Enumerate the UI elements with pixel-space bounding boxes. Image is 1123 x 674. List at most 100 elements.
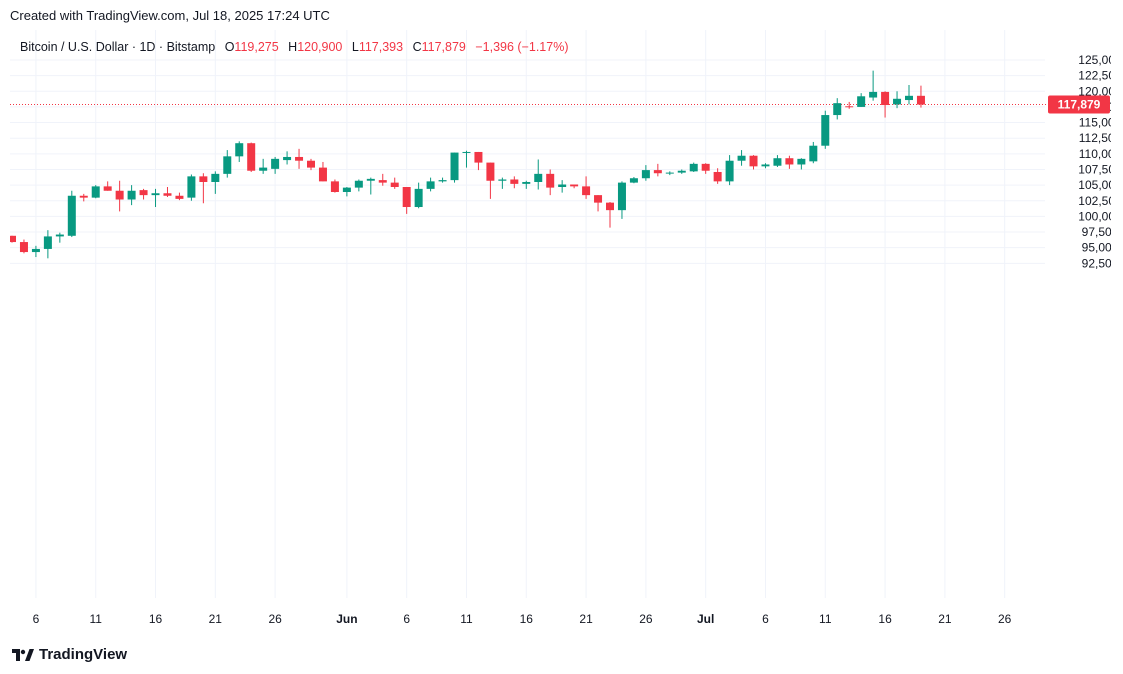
plot-background <box>10 30 1111 634</box>
candle-body <box>55 234 64 237</box>
candle-body <box>235 143 244 157</box>
candle <box>510 176 519 189</box>
candlestick-chart[interactable]: 125,000122,500120,000117,500115,000112,5… <box>10 30 1111 634</box>
time-tick-label: 6 <box>762 612 769 626</box>
candle-body <box>330 181 339 193</box>
change-value: −1,396 (−1.17%) <box>475 40 569 54</box>
candle-body <box>881 91 890 106</box>
last-price-tag-label: 117,879 <box>1058 98 1101 112</box>
time-tick-label: Jun <box>336 612 357 626</box>
candle-body <box>629 178 638 183</box>
candle-body <box>175 195 184 199</box>
price-tick-label: 92,500 <box>1082 256 1111 270</box>
open-value: 119,275 <box>234 40 279 54</box>
candle <box>534 159 543 190</box>
time-tick-label: 21 <box>938 612 952 626</box>
candle-body <box>725 160 734 182</box>
candle <box>725 155 734 186</box>
tradingview-logo[interactable]: TradingView <box>12 646 127 663</box>
candle <box>701 163 710 174</box>
price-tick-label: 112,500 <box>1079 131 1111 145</box>
candle-body <box>689 163 698 172</box>
candle-body <box>438 180 447 182</box>
candle-body <box>187 176 196 198</box>
candle-body <box>163 193 172 196</box>
candle <box>558 180 567 193</box>
candle <box>641 165 650 181</box>
last-price-tag <box>1048 95 1110 114</box>
candle <box>271 156 280 174</box>
candle <box>606 202 614 228</box>
candle-body <box>701 163 710 171</box>
candle <box>845 101 854 109</box>
low-label: L <box>351 40 359 54</box>
time-tick-label: 6 <box>33 612 40 626</box>
candle <box>438 177 447 183</box>
candle <box>797 158 806 170</box>
candle <box>881 91 890 118</box>
candle <box>91 185 100 199</box>
candle-body <box>414 188 423 208</box>
candle-body <box>558 184 567 187</box>
candle-body <box>606 202 614 211</box>
time-tick-label: 16 <box>149 612 163 626</box>
candle <box>175 192 184 201</box>
candle-body <box>821 115 830 146</box>
candle <box>199 173 208 204</box>
candle <box>809 141 818 164</box>
created-caption: Created with TradingView.com, Jul 18, 20… <box>10 8 330 23</box>
candle <box>570 184 579 189</box>
candle <box>833 98 842 120</box>
candle <box>402 186 411 214</box>
candle-body <box>91 186 100 198</box>
candle <box>139 188 148 200</box>
candle-body <box>19 242 28 253</box>
candle-body <box>797 158 806 165</box>
price-tick-label: 122,500 <box>1078 69 1111 83</box>
time-tick-label: 21 <box>209 612 223 626</box>
price-axis[interactable]: 125,000122,500120,000117,500115,000112,5… <box>1078 53 1111 270</box>
candle <box>749 155 758 170</box>
candle <box>893 91 902 109</box>
candle-body <box>366 178 375 181</box>
price-tick-label: 95,000 <box>1082 241 1111 255</box>
candle-body <box>546 173 555 188</box>
candle <box>773 155 782 167</box>
tradingview-brand: TradingView <box>39 646 128 663</box>
candle-body <box>570 184 579 187</box>
time-tick-label: 21 <box>579 612 593 626</box>
candle-body <box>522 181 531 184</box>
time-tick-label: 16 <box>878 612 892 626</box>
candle <box>342 186 351 197</box>
candle <box>546 169 555 196</box>
candle-body <box>641 170 650 179</box>
candle-body <box>295 156 304 161</box>
candle <box>737 150 746 166</box>
candle <box>307 158 315 171</box>
grid <box>10 30 1111 634</box>
last-price-tag-layer: 117,879 <box>1048 95 1110 114</box>
candle <box>905 85 913 105</box>
candle-body <box>378 180 387 183</box>
candle <box>450 152 459 183</box>
candle <box>713 168 722 184</box>
candle-body <box>749 155 758 167</box>
high-value: 120,900 <box>297 40 343 54</box>
candle-body <box>617 182 626 211</box>
candle-body <box>474 151 483 163</box>
price-tick-label: 102,500 <box>1078 194 1111 208</box>
candle <box>653 163 662 177</box>
candle <box>259 158 268 174</box>
candle <box>857 93 866 107</box>
candle-body <box>737 155 746 161</box>
candle <box>103 181 112 191</box>
candle-body <box>211 173 220 182</box>
open-label: O <box>224 40 235 54</box>
candle <box>617 181 626 219</box>
time-axis[interactable]: 6 11 16 21 26 Jun 6 11 16 21 26 Jul 6 11 16 21 26 <box>33 612 1012 626</box>
candle <box>498 177 507 189</box>
candle-body <box>486 162 495 181</box>
price-tick-label: 100,000 <box>1078 209 1111 223</box>
candle <box>869 70 878 101</box>
candle <box>677 169 686 174</box>
